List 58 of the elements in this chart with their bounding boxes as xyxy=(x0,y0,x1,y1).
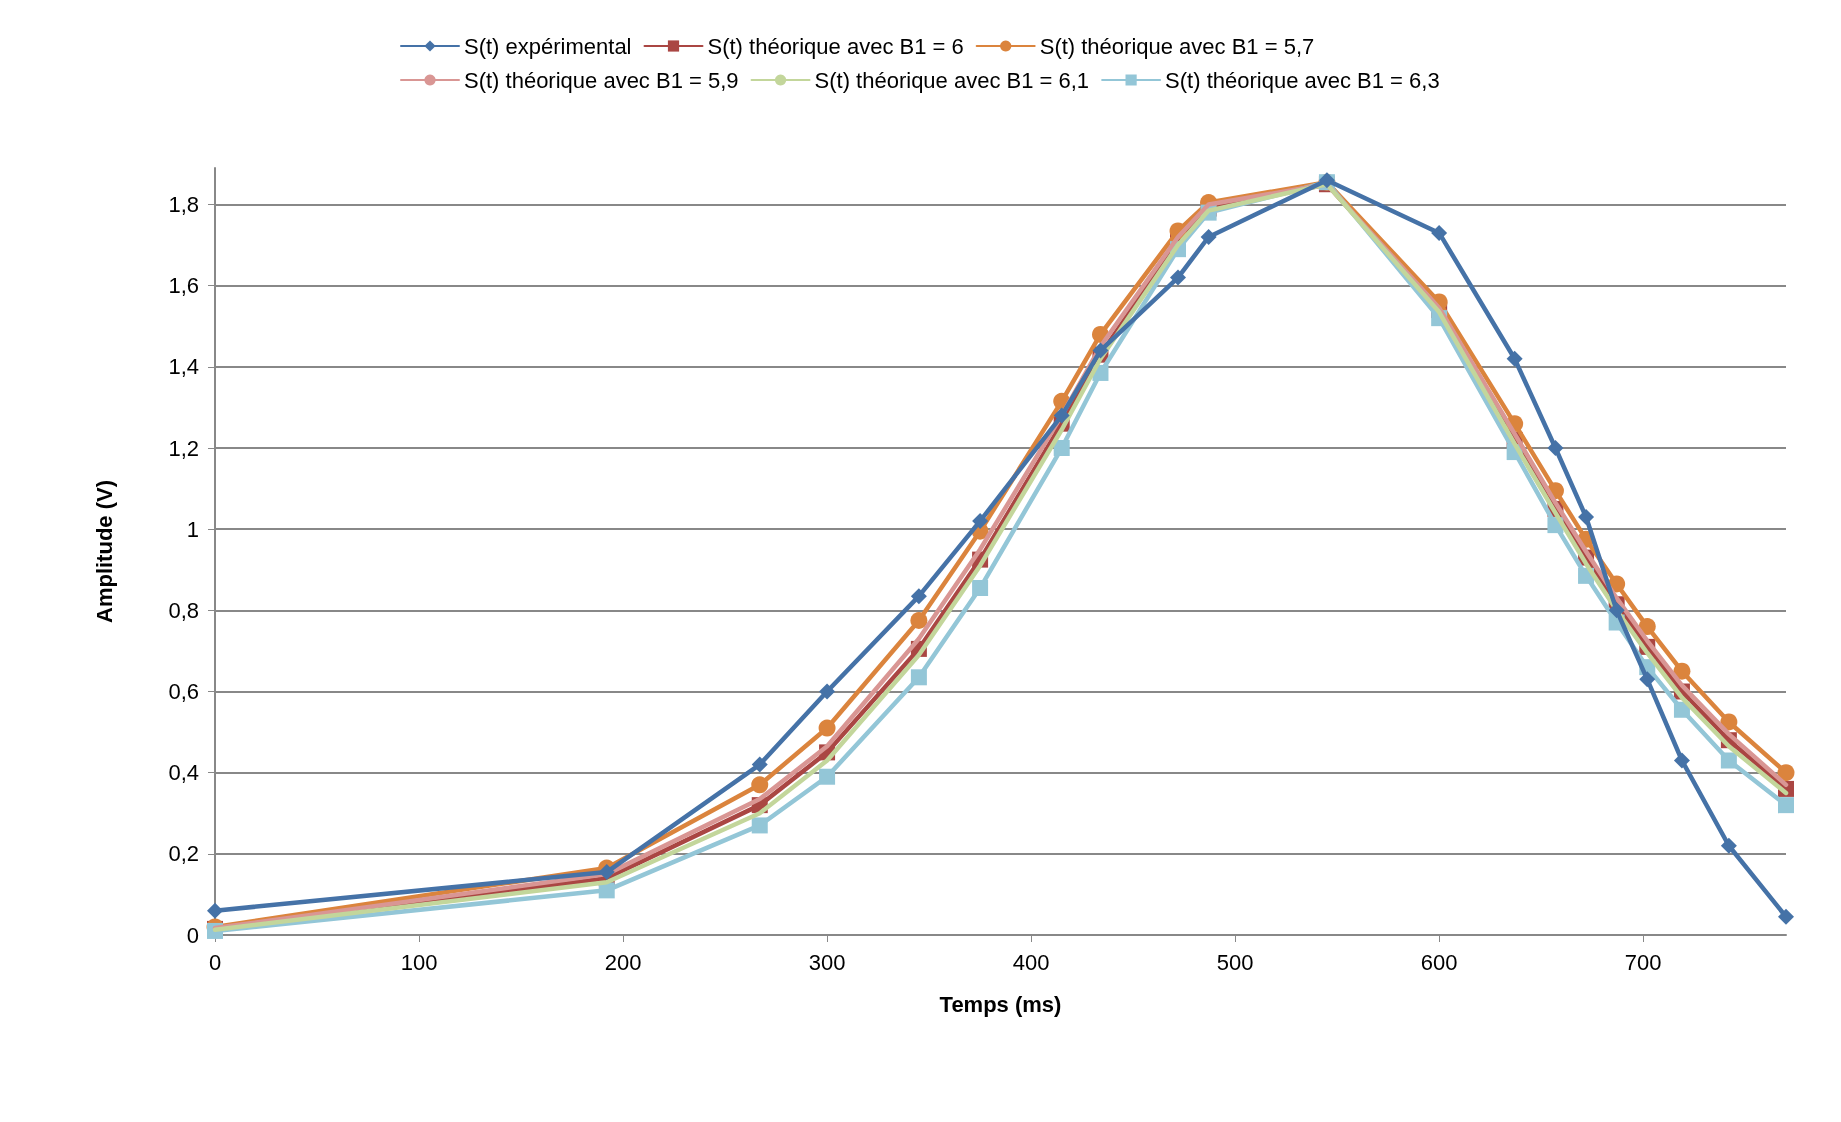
point xyxy=(1053,440,1070,457)
point xyxy=(1720,837,1737,854)
point xyxy=(1547,440,1564,457)
point xyxy=(1720,752,1737,769)
point xyxy=(751,756,768,773)
x-tick-label: 500 xyxy=(1216,949,1254,975)
y-tick-label: 1 xyxy=(186,516,199,542)
y-tick-label: 1,4 xyxy=(168,354,199,380)
point xyxy=(1170,269,1186,286)
point xyxy=(1639,671,1656,688)
point xyxy=(207,902,223,919)
point xyxy=(1608,602,1625,619)
point xyxy=(751,817,768,834)
point xyxy=(1053,407,1070,424)
legend-label: S(t) théorique avec B1 = 6 xyxy=(707,33,964,59)
legend-label: S(t) théorique avec B1 = 6,3 xyxy=(1165,67,1440,93)
point xyxy=(910,669,927,686)
x-tick-label: 200 xyxy=(604,949,642,975)
point xyxy=(751,776,769,794)
point xyxy=(819,768,836,785)
y-axis-title: Amplitude (V) xyxy=(91,480,117,623)
y-tick-label: 1,6 xyxy=(168,273,199,299)
y-tick-label: 0,4 xyxy=(168,760,199,786)
x-tick-label: 300 xyxy=(808,949,846,975)
point xyxy=(1092,342,1109,359)
y-tick-label: 0,6 xyxy=(168,679,199,705)
y-tick-label: 0,2 xyxy=(168,841,199,867)
point xyxy=(1638,618,1656,636)
point xyxy=(1200,228,1217,245)
x-axis-title: Temps (ms) xyxy=(939,991,1062,1017)
point xyxy=(1778,797,1794,814)
legend-label: S(t) expérimental xyxy=(464,33,632,59)
legend-label: S(t) théorique avec B1 = 5,7 xyxy=(1039,33,1315,59)
y-tick-label: 1,8 xyxy=(168,192,199,218)
y-tick-label: 1,2 xyxy=(168,435,199,461)
legend-label: S(t) théorique avec B1 = 5,9 xyxy=(464,67,739,93)
point xyxy=(598,864,615,881)
point xyxy=(819,683,836,700)
y-tick-label: 0 xyxy=(186,922,199,948)
x-tick-label: 400 xyxy=(1012,949,1050,975)
point xyxy=(1506,350,1523,367)
point xyxy=(1777,764,1795,782)
point xyxy=(910,588,927,605)
point xyxy=(818,719,836,737)
point xyxy=(972,513,989,530)
point xyxy=(1673,662,1691,680)
y-tick-label: 0,8 xyxy=(168,597,199,623)
point xyxy=(910,611,928,629)
point xyxy=(1431,224,1448,241)
point xyxy=(1778,908,1794,925)
point xyxy=(1673,752,1690,769)
point xyxy=(1578,509,1595,526)
x-tick-label: 700 xyxy=(1624,949,1662,975)
legend-label: S(t) théorique avec B1 = 6,1 xyxy=(814,67,1090,93)
x-tick-label: 100 xyxy=(400,949,438,975)
x-tick-label: 0 xyxy=(208,949,222,975)
point xyxy=(972,580,989,597)
x-tick-label: 600 xyxy=(1420,949,1458,975)
